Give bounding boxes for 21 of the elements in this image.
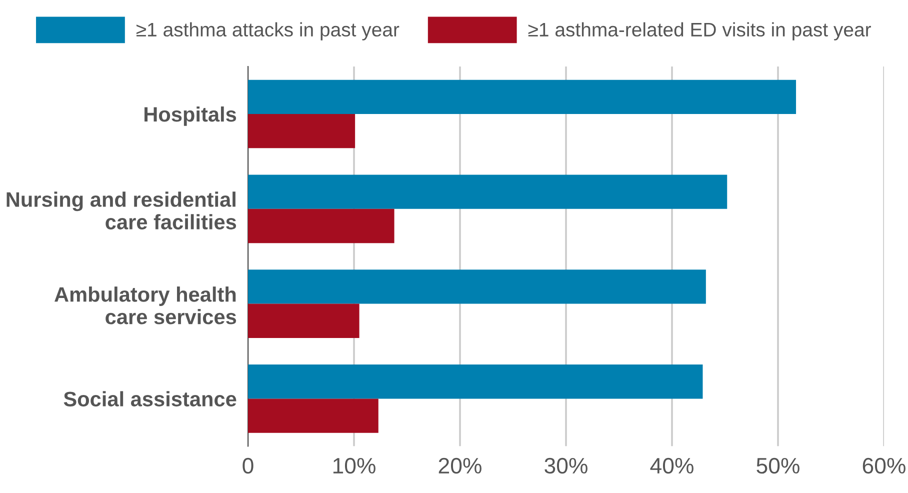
x-tick-label: 0 [242, 458, 254, 474]
x-tick-label: 50% [756, 458, 800, 474]
bar [248, 80, 796, 114]
y-tick-label: Hospitals [144, 106, 236, 126]
y-tick-label: Nursing and residential care facilities [6, 192, 236, 230]
bar [248, 270, 706, 304]
y-tick-label: Social assistance [64, 391, 236, 406]
x-tick-label: 40% [650, 458, 694, 474]
bar [248, 208, 394, 244]
bar [248, 114, 356, 148]
bar [248, 364, 703, 399]
x-tick-label: 60% [862, 458, 906, 474]
x-tick-label: 10% [333, 458, 376, 474]
bar [248, 174, 728, 209]
bar [248, 398, 378, 433]
y-tick-label: Ambulatory health care services [54, 286, 236, 324]
legend-label: ≥1 asthma attacks in past year [136, 22, 400, 40]
legend-label: ≥1 asthma-related ED visits in past year [528, 22, 871, 40]
x-tick-label: 20% [438, 458, 482, 474]
bar [248, 304, 360, 338]
x-tick-label: 30% [544, 458, 588, 474]
